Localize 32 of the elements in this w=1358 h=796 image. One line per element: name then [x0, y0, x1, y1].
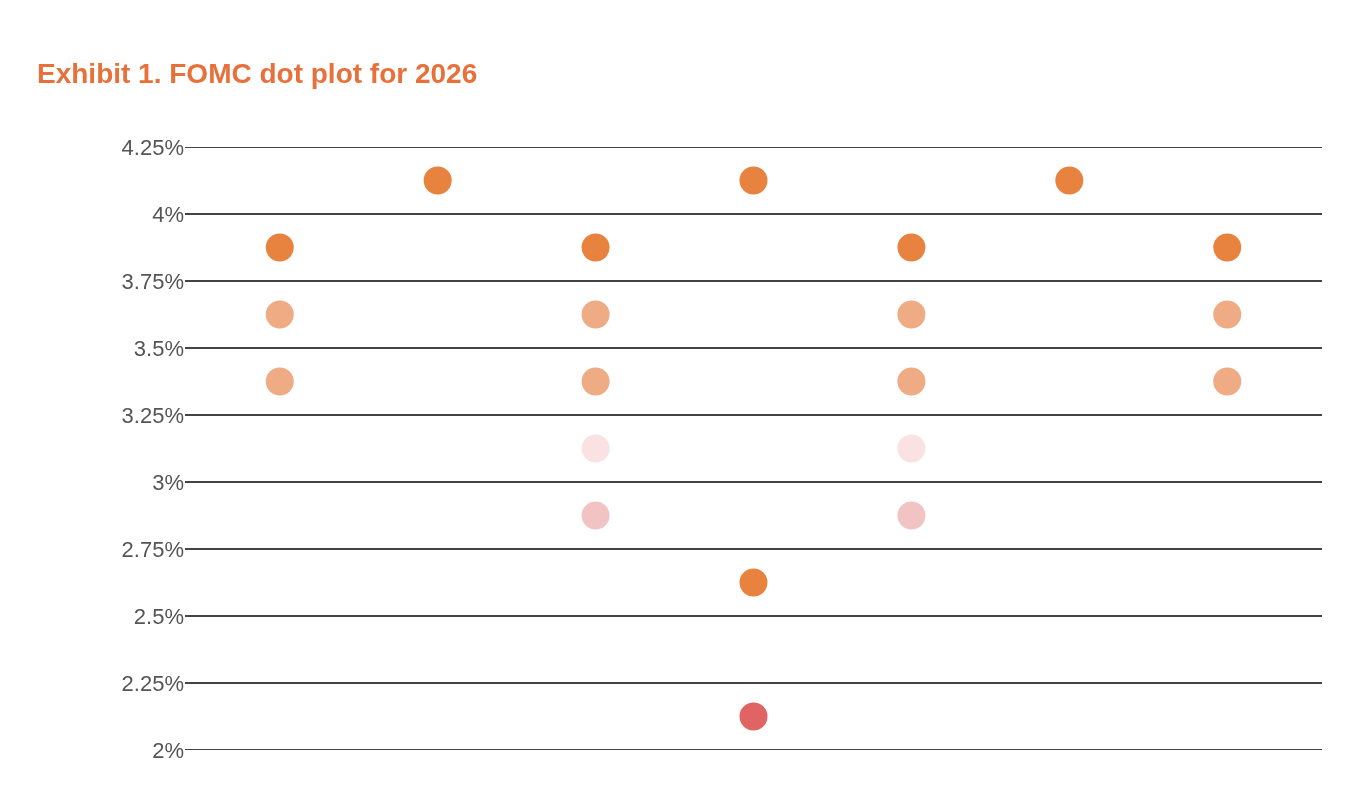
- y-tick-label: 2.75%: [121, 536, 184, 562]
- point: [739, 702, 768, 731]
- y-tick-label: 2.5%: [133, 603, 184, 629]
- y-tick-label: 4%: [152, 201, 184, 227]
- point: [897, 434, 926, 463]
- y-tick-label: 3%: [152, 469, 184, 495]
- point: [897, 367, 926, 396]
- point: [1213, 300, 1242, 329]
- y-tick-label: 4.25%: [121, 134, 184, 160]
- point: [897, 501, 926, 530]
- point: [1213, 367, 1242, 396]
- y-tick-label: 3.75%: [121, 268, 184, 294]
- point: [265, 300, 294, 329]
- point: [897, 300, 926, 329]
- point: [1055, 166, 1084, 195]
- chart-title: Exhibit 1. FOMC dot plot for 2026: [37, 57, 478, 89]
- point: [581, 434, 610, 463]
- point: [581, 300, 610, 329]
- point: [897, 233, 926, 262]
- y-tick-label: 3.5%: [133, 335, 184, 361]
- point: [423, 166, 452, 195]
- point: [265, 233, 294, 262]
- y-tick-label: 2%: [152, 737, 184, 763]
- point: [739, 568, 768, 597]
- point: [581, 501, 610, 530]
- y-tick-label: 2.25%: [121, 670, 184, 696]
- point: [265, 367, 294, 396]
- point: [581, 233, 610, 262]
- point: [1213, 233, 1242, 262]
- y-tick-label: 3.25%: [121, 402, 184, 428]
- point: [739, 166, 768, 195]
- point: [581, 367, 610, 396]
